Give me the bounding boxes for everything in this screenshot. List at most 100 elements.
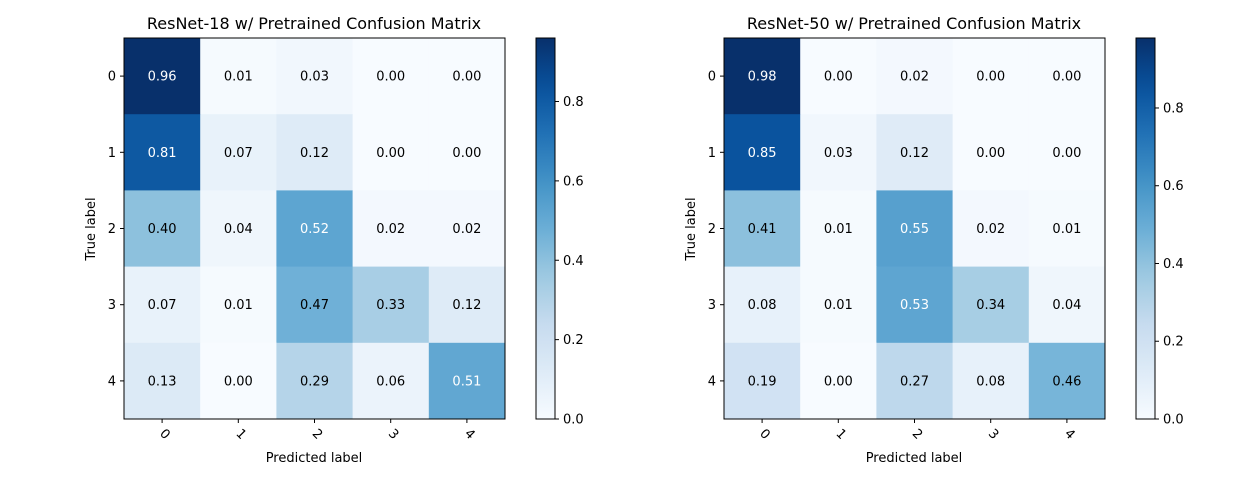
resnet18-ytick-label-4: 4	[108, 374, 116, 389]
resnet18-cell-1-1	[200, 114, 277, 191]
resnet50-cell-label-3-0: 0.08	[748, 298, 777, 313]
resnet50-cell-label-2-4: 0.01	[1052, 222, 1081, 237]
resnet50-colorbar-tick-label-1: 0.2	[1163, 335, 1184, 350]
resnet50-ytick-label-4: 4	[708, 374, 716, 389]
resnet18-cell-label-3-4: 0.12	[452, 298, 481, 313]
resnet50-cell-1-3	[952, 114, 1030, 191]
resnet18-colorbar-tick-label-2: 0.4	[563, 254, 584, 269]
resnet18-cell-1-0	[124, 114, 201, 191]
resnet18-xtick-label-4: 4	[461, 426, 477, 442]
resnet18-cell-label-3-0: 0.07	[148, 298, 177, 313]
resnet50-cell-label-3-2: 0.53	[900, 298, 929, 313]
resnet50-cell-4-4	[1028, 342, 1106, 420]
resnet50-cell-3-2	[876, 266, 953, 344]
resnet18-cell-2-3	[352, 190, 430, 267]
resnet50-cell-3-4	[1028, 266, 1106, 344]
resnet50-title: ResNet-50 w/ Pretrained Confusion Matrix	[747, 14, 1081, 33]
resnet50-cell-0-1	[800, 38, 877, 115]
resnet18-cell-label-1-3: 0.00	[376, 146, 405, 161]
resnet18-cell-label-3-3: 0.33	[376, 298, 405, 313]
resnet18-cell-0-3	[352, 38, 430, 115]
resnet18-ytick-label-0: 0	[108, 70, 116, 85]
resnet50-xtick-label-2: 2	[909, 426, 925, 442]
resnet18-cell-label-0-2: 0.03	[300, 70, 329, 85]
resnet18-colorbar-tick-label-0: 0.0	[563, 413, 584, 428]
resnet50-cell-2-3	[952, 190, 1030, 267]
resnet18-cell-0-4	[428, 38, 506, 115]
resnet50-cell-1-1	[800, 114, 877, 191]
resnet50-cell-1-4	[1028, 114, 1106, 191]
resnet50-colorbar-tick-label-3: 0.6	[1163, 179, 1184, 194]
resnet50-cell-3-3	[952, 266, 1030, 344]
resnet50-cell-label-2-0: 0.41	[748, 222, 777, 237]
resnet50-cell-label-3-3: 0.34	[976, 298, 1005, 313]
resnet50-xtick-label-3: 3	[985, 426, 1001, 442]
resnet18-cell-1-2	[276, 114, 353, 191]
resnet18-colorbar	[535, 37, 556, 420]
resnet18-ytick-label-2: 2	[108, 222, 116, 237]
resnet18-cell-2-1	[200, 190, 277, 267]
resnet18-xtick-label-3: 3	[385, 426, 401, 442]
resnet18-cell-3-2	[276, 266, 353, 344]
resnet50-colorbar-tick-label-4: 0.8	[1163, 101, 1184, 116]
resnet50-cell-0-2	[876, 38, 953, 115]
resnet18-cell-label-1-0: 0.81	[148, 146, 177, 161]
resnet50-cell-label-4-2: 0.27	[900, 374, 929, 389]
resnet18-colorbar-tick-label-4: 0.8	[563, 95, 584, 110]
resnet18-cell-label-1-2: 0.12	[300, 146, 329, 161]
resnet50-cell-1-0	[724, 114, 801, 191]
resnet18-cell-3-0	[124, 266, 201, 344]
resnet50-cell-label-0-2: 0.02	[900, 70, 929, 85]
resnet50-cell-4-2	[876, 342, 953, 420]
resnet18-cell-0-1	[200, 38, 277, 115]
resnet18-ylabel: True label	[84, 197, 99, 261]
resnet18-cell-3-1	[200, 266, 277, 344]
resnet50-cell-4-1	[800, 342, 877, 420]
resnet18-cell-label-0-0: 0.96	[148, 70, 177, 85]
resnet18-cell-label-0-3: 0.00	[376, 70, 405, 85]
resnet50-xtick-label-0: 0	[756, 426, 772, 442]
resnet18-cell-label-2-2: 0.52	[300, 222, 329, 237]
resnet18-cell-0-0	[124, 38, 201, 115]
resnet50-cell-2-2	[876, 190, 953, 267]
resnet18-cell-2-4	[428, 190, 506, 267]
resnet18-colorbar-tick-label-1: 0.2	[563, 333, 584, 348]
resnet50-ytick-label-2: 2	[708, 222, 716, 237]
resnet50-xtick-label-4: 4	[1061, 426, 1077, 442]
resnet50-cell-label-4-0: 0.19	[748, 374, 777, 389]
resnet50-cell-3-0	[724, 266, 801, 344]
resnet50-cell-0-3	[952, 38, 1030, 115]
resnet18-cell-label-4-4: 0.51	[452, 374, 481, 389]
resnet18-cell-0-2	[276, 38, 353, 115]
resnet18-cell-2-0	[124, 190, 201, 267]
resnet18-cell-1-4	[428, 114, 506, 191]
resnet50-cell-label-2-3: 0.02	[976, 222, 1005, 237]
resnet50-cell-label-0-0: 0.98	[748, 70, 777, 85]
resnet50-colorbar-tick-label-0: 0.0	[1163, 413, 1184, 428]
resnet50-cell-2-0	[724, 190, 801, 267]
resnet50-cell-label-1-2: 0.12	[900, 146, 929, 161]
resnet18-title: ResNet-18 w/ Pretrained Confusion Matrix	[147, 14, 481, 33]
resnet18-cell-label-3-1: 0.01	[224, 298, 253, 313]
resnet18-panel: ResNet-18 w/ Pretrained Confusion Matrix…	[84, 14, 584, 466]
resnet18-cell-label-4-0: 0.13	[148, 374, 177, 389]
resnet18-xlabel: Predicted label	[266, 451, 363, 466]
resnet18-cell-4-1	[200, 342, 277, 420]
resnet18-cell-label-2-4: 0.02	[452, 222, 481, 237]
resnet18-cell-label-3-2: 0.47	[300, 298, 329, 313]
resnet50-cell-1-2	[876, 114, 953, 191]
resnet50-panel: ResNet-50 w/ Pretrained Confusion Matrix…	[684, 14, 1184, 466]
resnet18-xtick-label-2: 2	[309, 426, 325, 442]
resnet50-colorbar	[1135, 37, 1156, 420]
resnet18-cell-label-4-2: 0.29	[300, 374, 329, 389]
resnet50-xlabel: Predicted label	[866, 451, 963, 466]
resnet50-cell-0-4	[1028, 38, 1106, 115]
resnet18-cell-4-4	[428, 342, 506, 420]
resnet18-cell-4-3	[352, 342, 430, 420]
resnet50-ytick-label-1: 1	[708, 146, 716, 161]
resnet50-cell-label-0-1: 0.00	[824, 70, 853, 85]
resnet18-xtick-label-1: 1	[233, 426, 249, 442]
resnet18-ytick-label-1: 1	[108, 146, 116, 161]
resnet50-cell-label-1-0: 0.85	[748, 146, 777, 161]
resnet50-cell-4-0	[724, 342, 801, 420]
